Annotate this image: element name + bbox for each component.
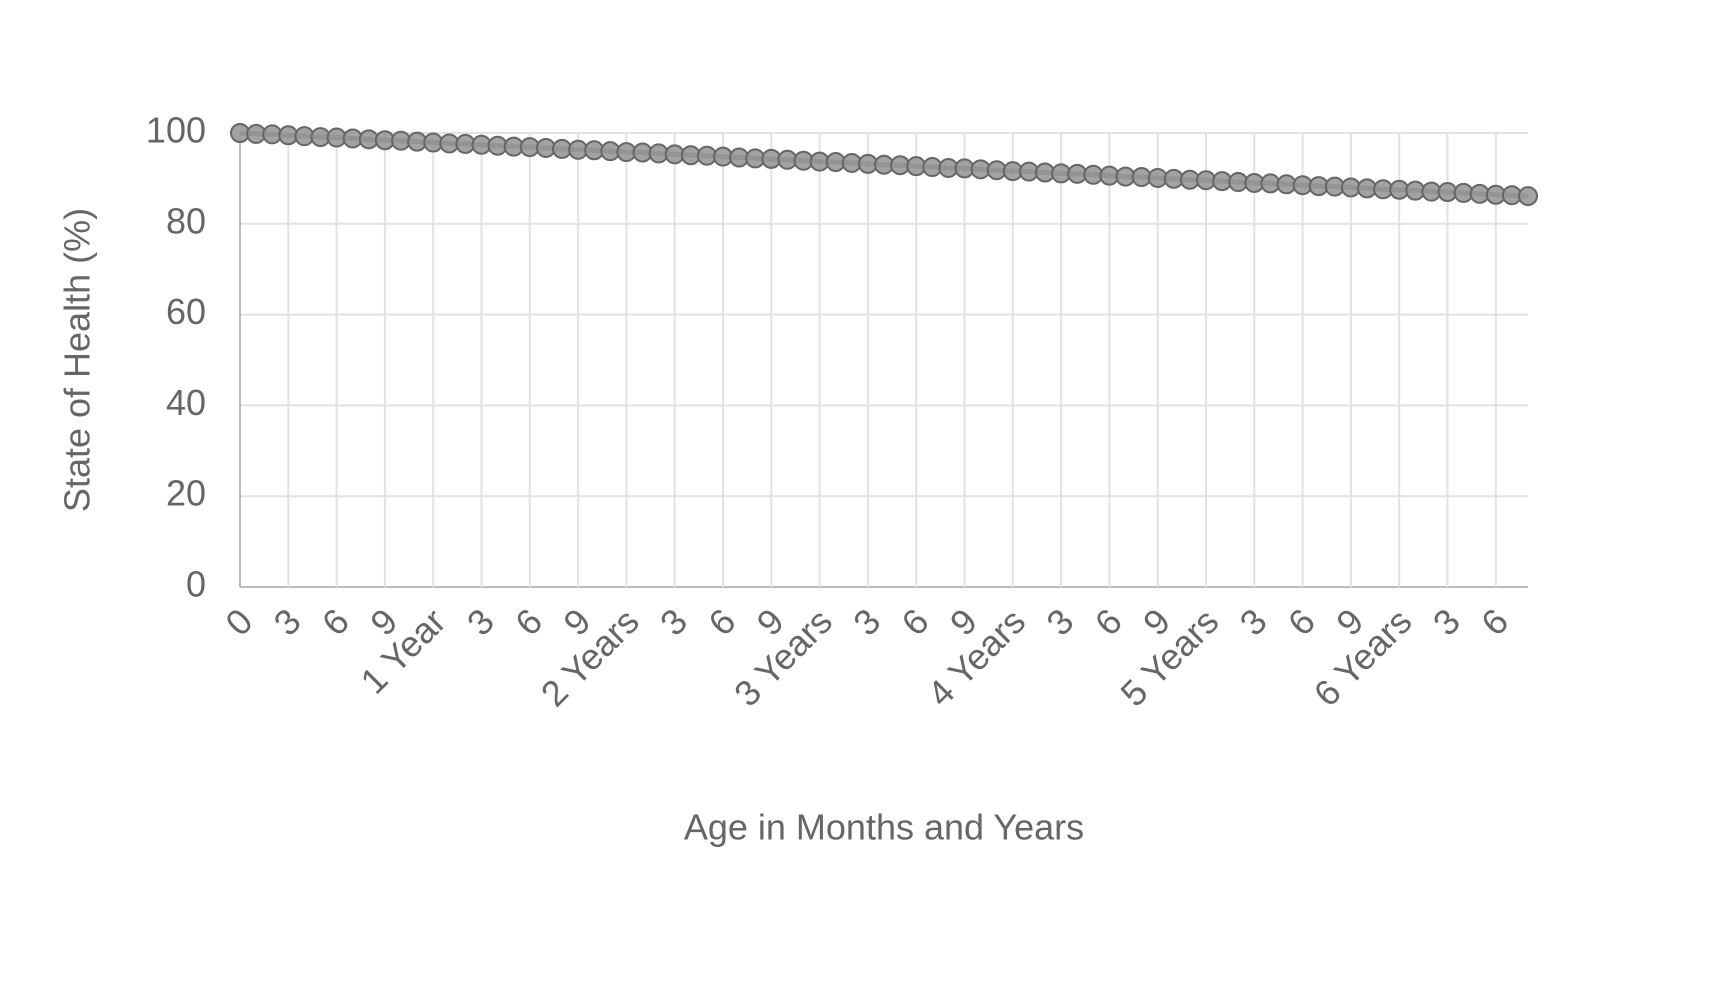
x-tick-label: 4 Years — [919, 600, 1033, 714]
x-tick-label: 3 — [1232, 600, 1275, 643]
x-tick-label: 3 — [1038, 600, 1081, 643]
y-tick-label: 0 — [186, 564, 206, 605]
x-tick-label: 6 Years — [1306, 600, 1420, 714]
x-tick-label: 6 — [893, 600, 936, 643]
y-tick-label: 60 — [166, 291, 206, 332]
y-tick-label: 40 — [166, 382, 206, 423]
x-tick-label: 3 — [459, 600, 502, 643]
x-tick-label: 6 — [507, 600, 550, 643]
x-tick-label: 0 — [217, 600, 260, 643]
y-axis-title: State of Health (%) — [57, 208, 98, 512]
x-tick-label: 6 — [1473, 600, 1516, 643]
x-tick-label: 3 Years — [726, 600, 840, 714]
x-tick-label: 5 Years — [1112, 600, 1226, 714]
x-tick-label: 3 — [845, 600, 888, 643]
x-tick-label: 2 Years — [533, 600, 647, 714]
x-tick-label: 6 — [314, 600, 357, 643]
x-tick-label: 3 — [266, 600, 309, 643]
x-tick-label: 3 — [1425, 600, 1468, 643]
x-tick-label: 6 — [1280, 600, 1323, 643]
y-tick-label: 100 — [146, 110, 206, 151]
x-tick-label: 3 — [652, 600, 695, 643]
x-axis-title: Age in Months and Years — [684, 807, 1084, 848]
y-tick-label: 80 — [166, 200, 206, 241]
x-tick-label: 6 — [700, 600, 743, 643]
y-tick-label: 20 — [166, 473, 206, 514]
point — [1518, 186, 1538, 207]
x-tick-label: 6 — [1087, 600, 1130, 643]
